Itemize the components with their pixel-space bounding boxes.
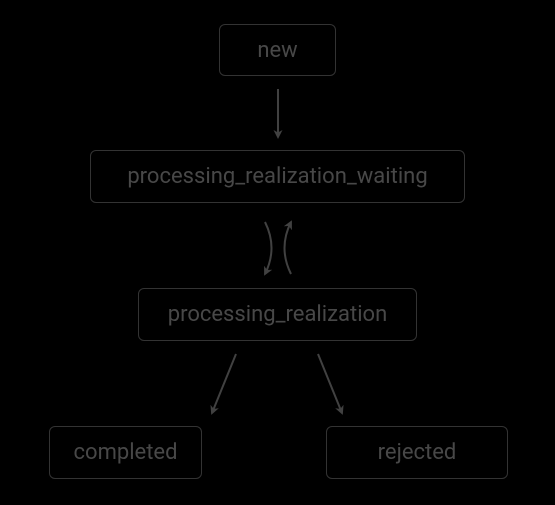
node-rejected: rejected (326, 426, 508, 479)
node-label: processing_realization (168, 302, 388, 327)
node-label: processing_realization_waiting (127, 164, 427, 189)
edge-waiting-to-processing (265, 222, 272, 274)
node-label: completed (74, 440, 178, 465)
node-processing-realization-waiting: processing_realization_waiting (90, 150, 465, 203)
node-label: rejected (378, 440, 457, 465)
node-new: new (219, 24, 336, 76)
node-completed: completed (49, 426, 202, 479)
edge-processing-to-waiting (285, 222, 292, 274)
node-processing-realization: processing_realization (138, 288, 417, 341)
edge-processing-to-completed (212, 354, 236, 413)
node-label: new (257, 38, 297, 63)
edge-processing-to-rejected (318, 354, 342, 413)
